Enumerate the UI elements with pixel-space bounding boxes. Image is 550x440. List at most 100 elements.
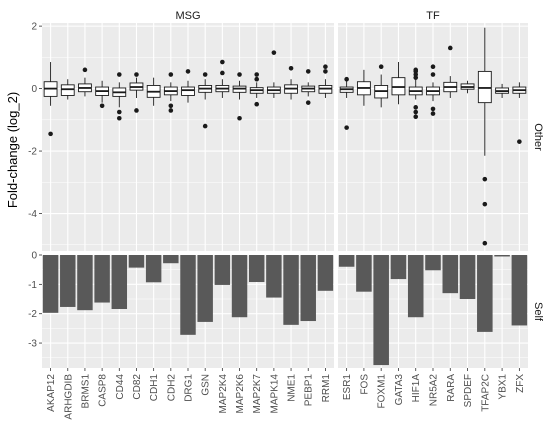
bar-GATA3	[390, 255, 407, 280]
x-tick-label: GSN	[201, 374, 212, 396]
x-tick-label: FOXM1	[377, 374, 388, 409]
x-tick-label: ZFX	[515, 374, 526, 393]
x-tick-label: CDH1	[149, 374, 160, 402]
bar-FOXM1	[373, 255, 389, 366]
outlier-point	[413, 67, 419, 73]
outlier-point	[430, 111, 436, 116]
boxplot-NME1	[284, 65, 298, 100]
bar-MAPK14	[266, 255, 282, 298]
outlier-point	[430, 106, 436, 112]
outlier-point	[202, 72, 208, 77]
bar-MAP2K4	[214, 255, 231, 285]
bar-DRG1	[180, 255, 196, 335]
outlier-point	[413, 105, 419, 110]
boxplot-CD82	[129, 72, 144, 113]
bar-MAP2K7	[248, 255, 265, 283]
x-tick-label: FOS	[359, 374, 370, 395]
outlier-point	[305, 100, 311, 105]
bar-TFAP2C	[477, 255, 493, 332]
outlier-point	[116, 72, 122, 77]
x-tick-label: RARA	[446, 374, 457, 402]
boxplot-TFAP2C	[477, 27, 492, 246]
bar-NME1	[283, 255, 299, 325]
x-tick-label: CD82	[132, 374, 143, 400]
outlier-point	[116, 115, 122, 121]
boxplot-AKAP12	[43, 62, 58, 137]
outlier-point	[305, 69, 311, 74]
boxplot-FOS	[356, 69, 371, 106]
x-tick-label: NME1	[287, 374, 298, 402]
boxplot-MAP2K4	[215, 59, 230, 98]
boxplot-RARA	[443, 45, 458, 98]
boxplot-MAP2K6	[232, 72, 247, 121]
y-tick-label: 2	[31, 22, 37, 33]
outlier-point	[413, 114, 419, 119]
outlier-point	[48, 131, 53, 137]
outlier-point	[447, 45, 453, 51]
boxplot-SPDEF	[460, 80, 475, 94]
bar-AKAP12	[42, 255, 59, 313]
outlier-point	[482, 176, 488, 182]
facet-label-TF: TF	[426, 10, 440, 22]
bar-SPDEF	[459, 255, 476, 300]
x-tick-label: PEBP1	[304, 374, 315, 407]
bar-RARA	[442, 255, 459, 294]
plot-area: MSG TF Other Self AKAP12 ARHGDIB BRMS1 CASP8 CD4…	[28, 7, 547, 420]
boxplot-CASP8	[95, 80, 110, 109]
x-tick-label: GATA3	[394, 374, 405, 406]
bar-CASP8	[94, 255, 110, 303]
outlier-point	[82, 67, 88, 73]
outlier-point	[99, 103, 105, 109]
bar-FOS	[356, 255, 372, 292]
outlier-point	[482, 240, 488, 246]
outlier-point	[185, 69, 191, 74]
boxplot-GSN	[198, 72, 213, 129]
outlier-point	[134, 108, 139, 113]
outlier-point	[344, 125, 349, 130]
boxplot-ESR1	[339, 76, 354, 130]
outlier-point	[254, 76, 260, 82]
x-tick-label: MAP2K6	[235, 374, 246, 414]
boxplot-NR5A2	[426, 64, 440, 116]
outlier-point	[237, 72, 242, 77]
boxplot-FOXM1	[374, 64, 389, 108]
outlier-point	[168, 103, 174, 109]
bar-PEBP1	[300, 255, 316, 322]
boxplot-BRMS1	[78, 67, 92, 97]
box	[60, 84, 75, 96]
x-tick-label: CASP8	[98, 374, 109, 407]
box	[477, 70, 492, 104]
bar-GSN	[197, 255, 213, 322]
y-axis-label: Fold-change (log_2)	[5, 92, 20, 208]
boxplot-ARHGDIB	[60, 79, 75, 100]
outlier-point	[134, 72, 139, 77]
facet-label-Other: Other	[532, 123, 544, 151]
facet-strip-TF	[338, 7, 528, 23]
y-tick-label: 0	[31, 84, 37, 95]
bar-ESR1	[338, 255, 355, 267]
boxplot-CDH1	[146, 77, 161, 106]
outlier-point	[378, 64, 384, 70]
outlier-point	[323, 64, 328, 70]
bar-ARHGDIB	[60, 255, 76, 307]
x-tick-label: AKAP12	[46, 374, 57, 412]
x-tick-label: CD44	[115, 374, 126, 400]
bar-BRMS1	[77, 255, 93, 311]
x-tick-label: MAP2K7	[252, 374, 263, 414]
x-tick-label: ESR1	[342, 374, 353, 401]
outlier-point	[482, 201, 488, 207]
boxplot-ZFX	[512, 82, 527, 144]
outlier-point	[168, 108, 174, 113]
boxplot-GATA3	[391, 62, 406, 105]
boxplot-YBX1	[495, 83, 510, 98]
bar-CD44	[111, 255, 128, 310]
box	[181, 86, 195, 96]
boxplot-MAP2K7	[249, 72, 264, 107]
outlier-point	[254, 101, 260, 107]
facet-label-MSG: MSG	[175, 10, 200, 22]
outlier-point	[116, 109, 122, 115]
x-tick-label: HIF1A	[411, 374, 422, 403]
outlier-point	[517, 139, 522, 144]
x-tick-label: RRM1	[321, 374, 332, 403]
